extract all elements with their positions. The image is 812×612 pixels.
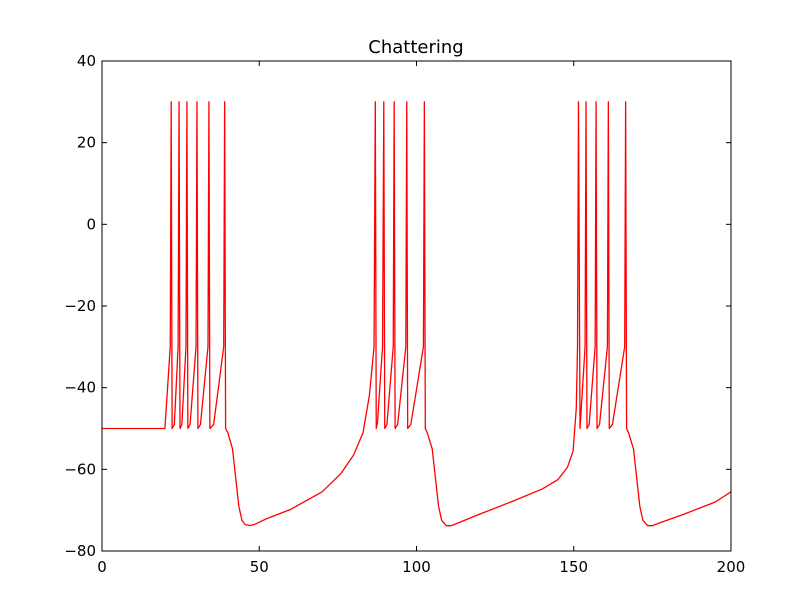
tick-labels-layer: 0 50 100 150 200 −80 −60 −40 −20 0 20 40 xyxy=(64,52,745,576)
y-tick-label: −60 xyxy=(64,460,96,478)
y-tick-label: −20 xyxy=(64,297,96,315)
plot-frame xyxy=(101,60,732,552)
x-tick-label: 50 xyxy=(250,558,269,576)
x-tick-label: 0 xyxy=(97,558,107,576)
y-tick-label: 0 xyxy=(86,215,96,233)
chart-title: Chattering xyxy=(368,37,463,58)
series-line-0 xyxy=(102,101,732,527)
x-tick-label: 150 xyxy=(559,558,588,576)
x-tick-label: 200 xyxy=(717,558,746,576)
series-layer xyxy=(102,101,732,527)
y-tick-label: −40 xyxy=(64,379,96,397)
y-tick-label: 20 xyxy=(77,134,96,152)
y-tick-label: −80 xyxy=(64,542,96,560)
x-tick-label: 100 xyxy=(402,558,431,576)
y-tick-label: 40 xyxy=(77,52,96,70)
